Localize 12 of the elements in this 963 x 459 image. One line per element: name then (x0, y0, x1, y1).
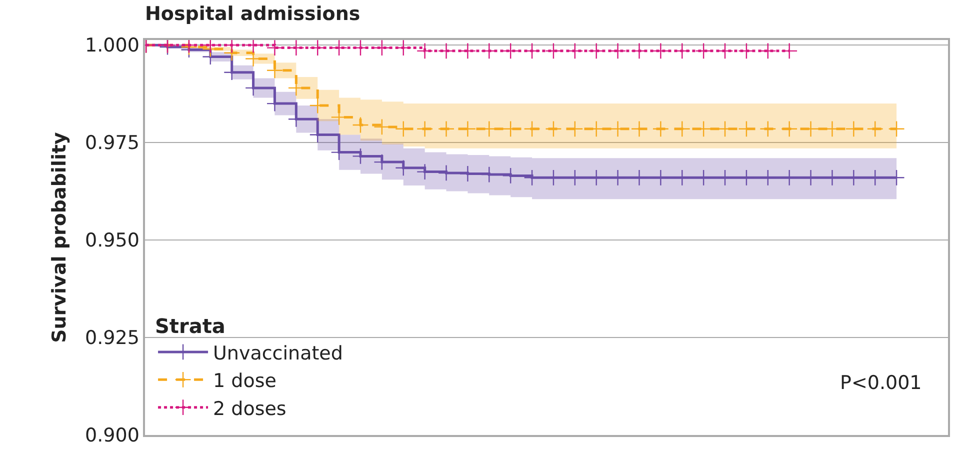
legend-title: Strata (155, 314, 226, 338)
y-tick-label: 1.000 (85, 34, 140, 57)
y-tick-label: 0.925 (85, 327, 140, 350)
y-tick-label: 0.975 (85, 132, 140, 154)
y-axis-title: Survival probability (48, 131, 70, 343)
legend-label: 2 doses (213, 398, 286, 420)
y-tick-label: 0.950 (85, 230, 140, 252)
annotation: P<0.001 (840, 372, 922, 394)
chart-title: Hospital admissions (145, 3, 360, 26)
legend-label: 1 dose (213, 370, 276, 392)
legend-label: Unvaccinated (213, 342, 343, 364)
y-tick-label: 0.900 (85, 424, 140, 447)
